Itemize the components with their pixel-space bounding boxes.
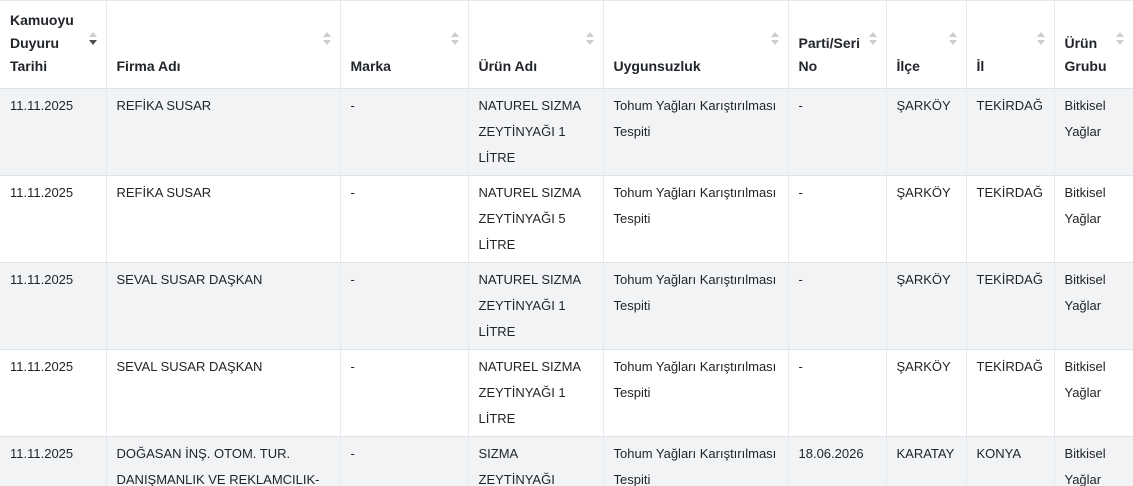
sort-both-icon[interactable]	[1115, 32, 1125, 47]
cell-ilce: ŞARKÖY	[885, 88, 966, 176]
cell-il: TEKİRDAĞ	[965, 175, 1054, 263]
column-header-label: Parti/Seri No	[798, 35, 860, 74]
header-row: Kamuoyu Duyuru Tarihi Firma Adı Marka Ür…	[0, 0, 1133, 89]
cell-il: TEKİRDAĞ	[965, 349, 1054, 437]
column-header-urun-grubu[interactable]: Ürün Grubu	[1053, 0, 1133, 89]
cell-urun-grubu: Bitkisel Yağlar	[1053, 349, 1133, 437]
cell-ilce: ŞARKÖY	[885, 349, 966, 437]
sort-both-icon[interactable]	[450, 32, 460, 47]
cell-il: TEKİRDAĞ	[965, 262, 1054, 350]
cell-urun-adi: NATUREL SIZMA ZEYTİNYAĞI 1 LİTRE	[467, 262, 603, 350]
column-header-kamuoyu-duyuru-tarihi[interactable]: Kamuoyu Duyuru Tarihi	[0, 0, 106, 89]
column-header-label: İlçe	[896, 58, 920, 74]
cell-marka: -	[339, 175, 468, 263]
sort-both-icon[interactable]	[770, 32, 780, 47]
table-row: 11.11.2025 REFİKA SUSAR - NATUREL SIZMA …	[0, 88, 1133, 176]
cell-tarih: 11.11.2025	[0, 436, 106, 486]
cell-urun-adi: NATUREL SIZMA ZEYTİNYAĞI 1 LİTRE	[467, 349, 603, 437]
table-row: 11.11.2025 SEVAL SUSAR DAŞKAN - NATUREL …	[0, 349, 1133, 437]
column-header-label: İl	[976, 58, 985, 74]
cell-tarih: 11.11.2025	[0, 262, 106, 350]
cell-uygunsuzluk: Tohum Yağları Karıştırılması Tespiti	[602, 436, 788, 486]
cell-parti-seri-no: -	[787, 349, 886, 437]
cell-urun-grubu: Bitkisel Yağlar	[1053, 88, 1133, 176]
column-header-label: Uygunsuzluk	[613, 58, 701, 74]
column-header-il[interactable]: İl	[965, 0, 1054, 89]
cell-urun-adi: NATUREL SIZMA ZEYTİNYAĞI 1 LİTRE	[467, 88, 603, 176]
sort-both-icon[interactable]	[948, 32, 958, 47]
cell-ilce: ŞARKÖY	[885, 175, 966, 263]
cell-firma-adi: REFİKA SUSAR	[105, 175, 340, 263]
cell-urun-adi: SIZMA ZEYTİNYAĞI	[467, 436, 603, 486]
cell-urun-grubu: Bitkisel Yağlar	[1053, 436, 1133, 486]
cell-parti-seri-no: -	[787, 262, 886, 350]
column-header-ilce[interactable]: İlçe	[885, 0, 966, 89]
cell-uygunsuzluk: Tohum Yağları Karıştırılması Tespiti	[602, 349, 788, 437]
cell-ilce: KARATAY	[885, 436, 966, 486]
column-header-parti-seri-no[interactable]: Parti/Seri No	[787, 0, 886, 89]
cell-marka: -	[339, 349, 468, 437]
cell-firma-adi: REFİKA SUSAR	[105, 88, 340, 176]
table-row: 11.11.2025 DOĞASAN İNŞ. OTOM. TUR. DANIŞ…	[0, 436, 1133, 486]
column-header-marka[interactable]: Marka	[339, 0, 468, 89]
cell-uygunsuzluk: Tohum Yağları Karıştırılması Tespiti	[602, 88, 788, 176]
cell-ilce: ŞARKÖY	[885, 262, 966, 350]
cell-tarih: 11.11.2025	[0, 349, 106, 437]
cell-firma-adi: DOĞASAN İNŞ. OTOM. TUR. DANIŞMANLIK VE R…	[105, 436, 340, 486]
table-body: 11.11.2025 REFİKA SUSAR - NATUREL SIZMA …	[0, 88, 1133, 486]
cell-parti-seri-no: 18.06.2026	[787, 436, 886, 486]
cell-il: TEKİRDAĞ	[965, 88, 1054, 176]
column-header-label: Kamuoyu Duyuru Tarihi	[10, 12, 74, 74]
sort-both-icon[interactable]	[322, 32, 332, 47]
cell-urun-adi: NATUREL SIZMA ZEYTİNYAĞI 5 LİTRE	[467, 175, 603, 263]
column-header-firma-adi[interactable]: Firma Adı	[105, 0, 340, 89]
column-header-label: Marka	[350, 58, 391, 74]
sort-both-icon[interactable]	[868, 32, 878, 47]
column-header-label: Ürün Adı	[478, 58, 538, 74]
column-header-label: Firma Adı	[116, 58, 181, 74]
cell-parti-seri-no: -	[787, 88, 886, 176]
column-header-uygunsuzluk[interactable]: Uygunsuzluk	[602, 0, 788, 89]
cell-marka: -	[339, 262, 468, 350]
sort-both-icon[interactable]	[585, 32, 595, 47]
cell-urun-grubu: Bitkisel Yağlar	[1053, 262, 1133, 350]
cell-uygunsuzluk: Tohum Yağları Karıştırılması Tespiti	[602, 262, 788, 350]
sort-both-icon[interactable]	[1036, 32, 1046, 47]
table-row: 11.11.2025 SEVAL SUSAR DAŞKAN - NATUREL …	[0, 262, 1133, 350]
cell-tarih: 11.11.2025	[0, 88, 106, 176]
cell-firma-adi: SEVAL SUSAR DAŞKAN	[105, 349, 340, 437]
cell-il: KONYA	[965, 436, 1054, 486]
cell-uygunsuzluk: Tohum Yağları Karıştırılması Tespiti	[602, 175, 788, 263]
cell-urun-grubu: Bitkisel Yağlar	[1053, 175, 1133, 263]
cell-firma-adi: SEVAL SUSAR DAŞKAN	[105, 262, 340, 350]
cell-parti-seri-no: -	[787, 175, 886, 263]
table-row: 11.11.2025 REFİKA SUSAR - NATUREL SIZMA …	[0, 175, 1133, 263]
column-header-urun-adi[interactable]: Ürün Adı	[467, 0, 603, 89]
cell-marka: -	[339, 436, 468, 486]
cell-tarih: 11.11.2025	[0, 175, 106, 263]
table-header: Kamuoyu Duyuru Tarihi Firma Adı Marka Ür…	[0, 0, 1133, 89]
column-header-label: Ürün Grubu	[1064, 35, 1107, 74]
sort-descending-icon[interactable]	[88, 32, 98, 47]
cell-marka: -	[339, 88, 468, 176]
